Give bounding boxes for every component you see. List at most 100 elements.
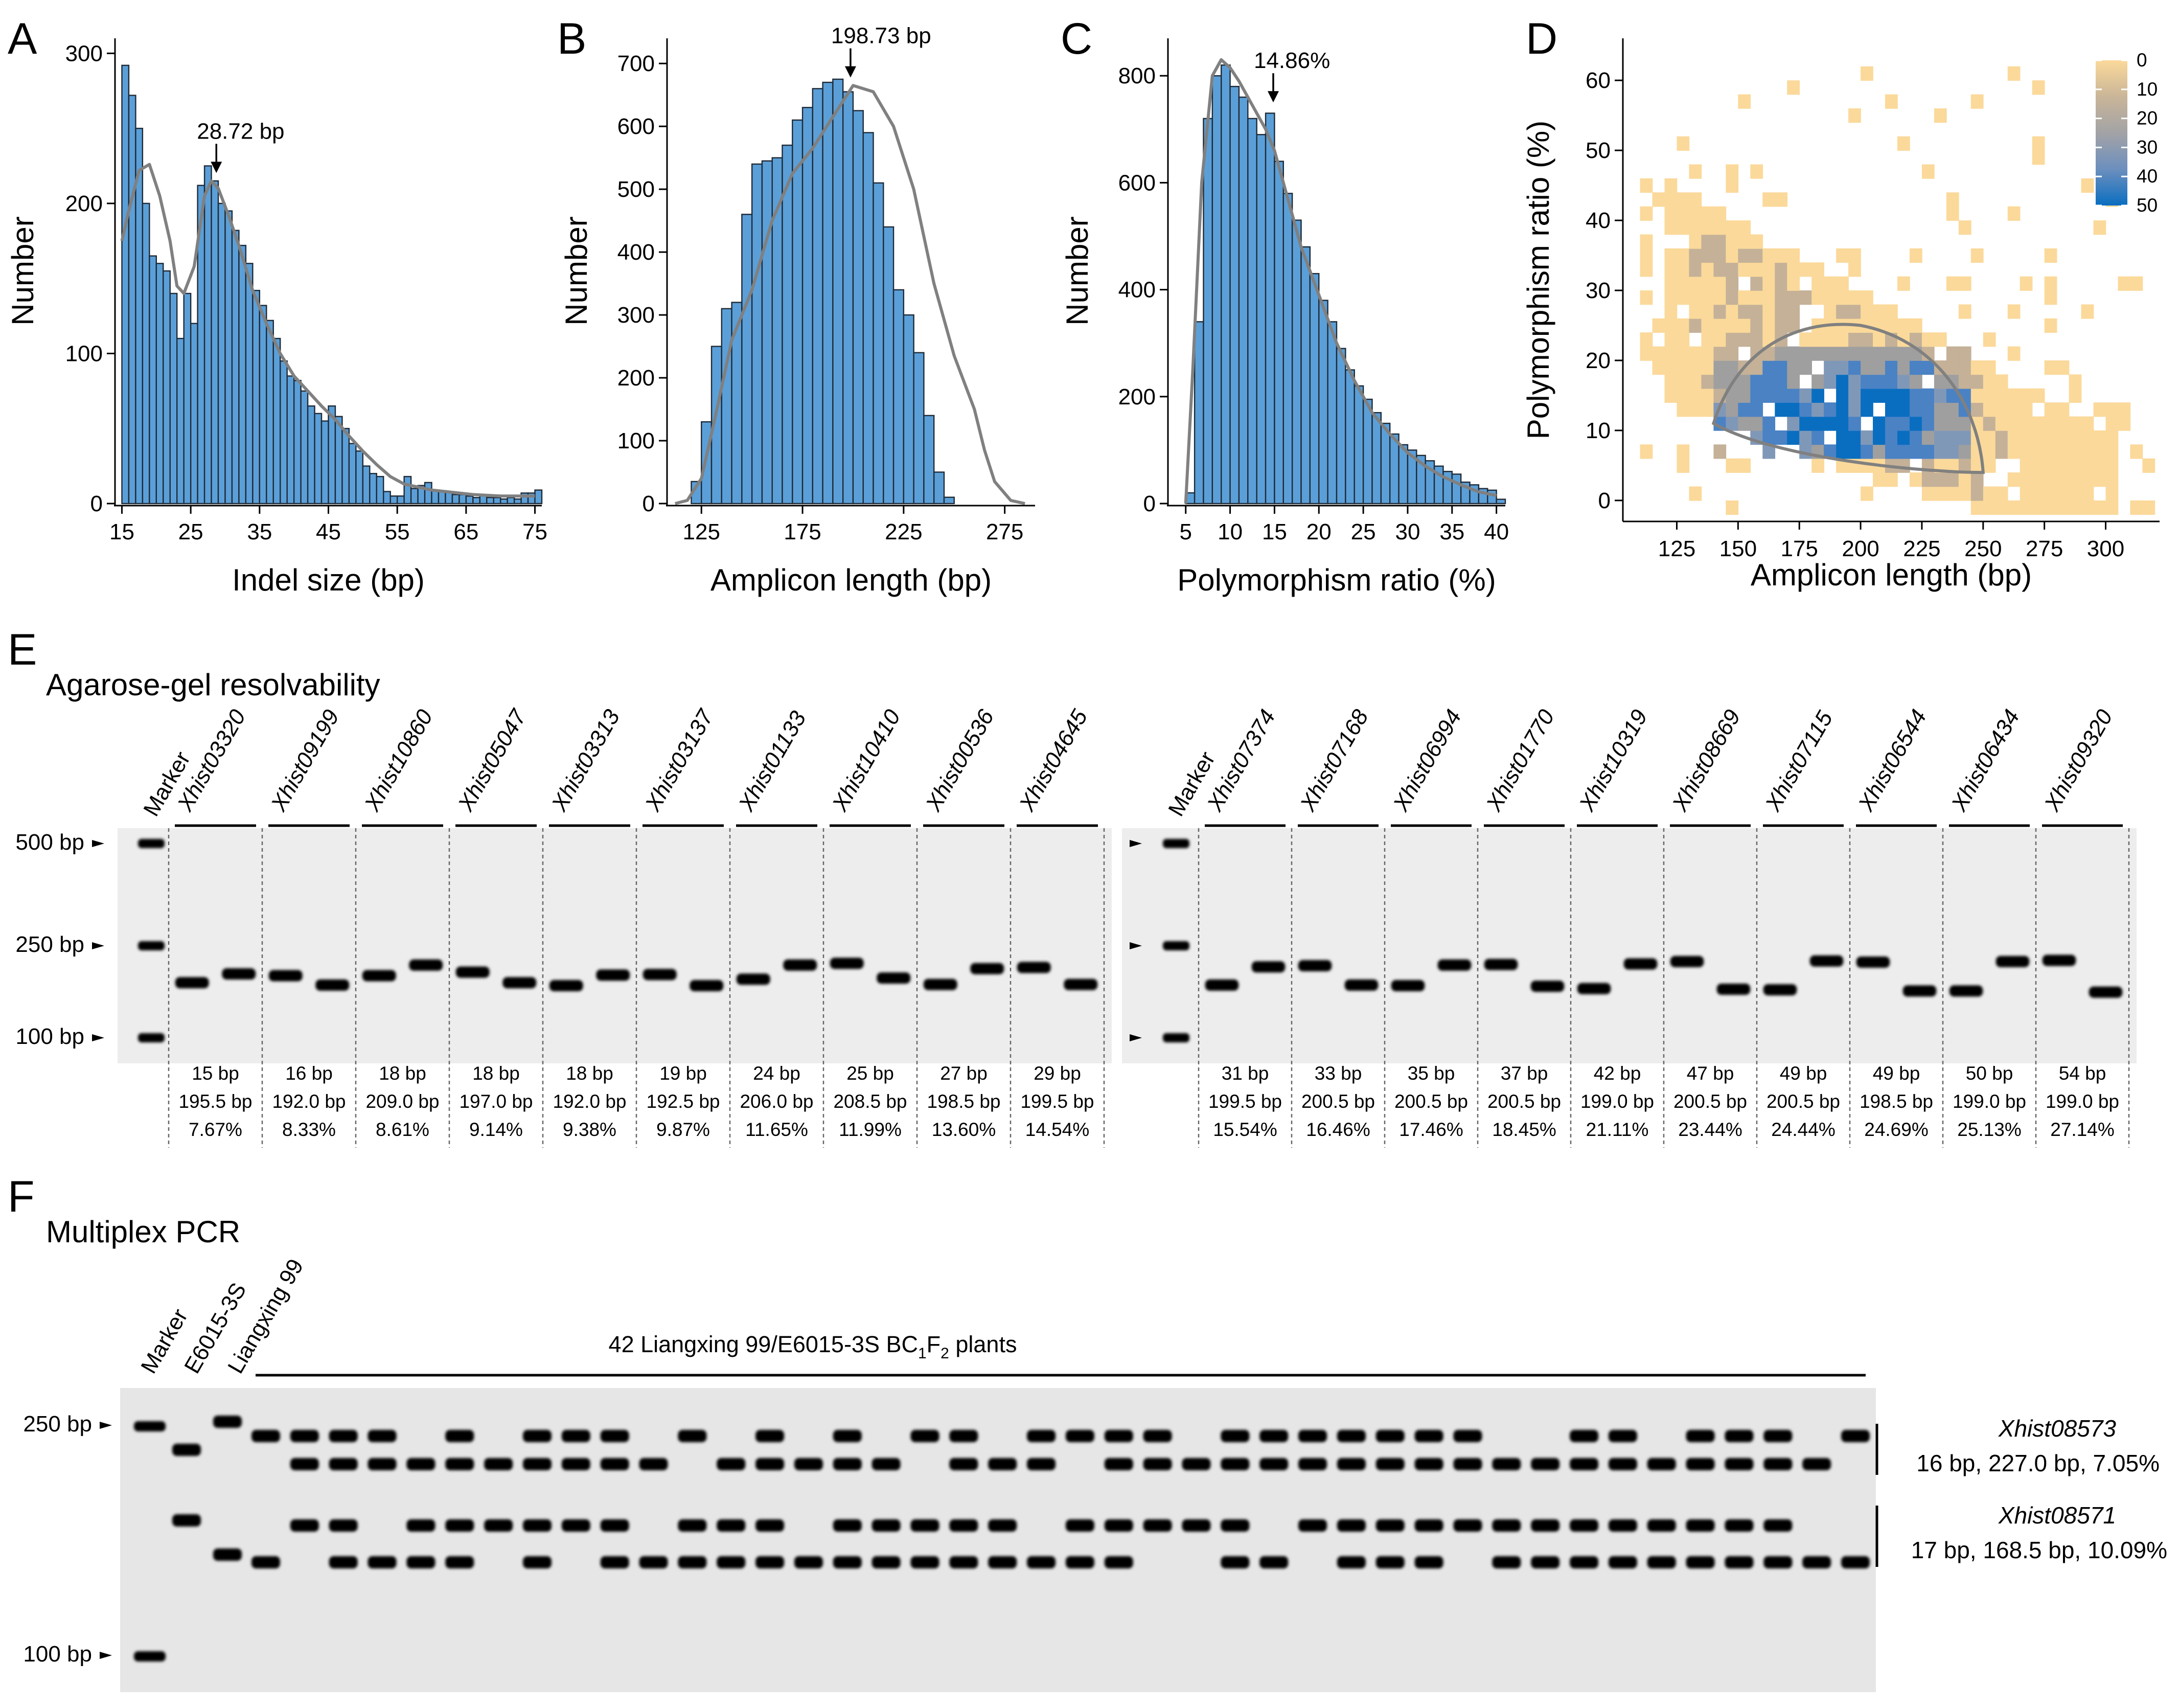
- heatmap-cell: [1775, 360, 1788, 375]
- gel-band: [1437, 959, 1472, 971]
- heatmap-cell: [1970, 374, 1984, 389]
- histogram-bar: [348, 443, 357, 505]
- heatmap-cell: [1775, 262, 1788, 277]
- heatmap-cell: [1738, 332, 1751, 347]
- y-tick-label: 60: [1586, 68, 1611, 93]
- heatmap-cell: [1934, 430, 1947, 445]
- size-arrow-icon: [92, 1034, 104, 1041]
- heatmap-cell: [2130, 444, 2143, 459]
- heatmap-cell: [1885, 402, 1898, 417]
- histogram-bar: [266, 320, 274, 505]
- histogram-bar: [943, 496, 955, 505]
- ladder-band: [1163, 1033, 1189, 1042]
- heatmap-cell: [2020, 388, 2033, 403]
- heatmap-cell: [1873, 360, 1886, 375]
- heatmap-cell: [2069, 444, 2082, 459]
- y-tick-label: 0: [643, 491, 655, 516]
- histogram-bar: [458, 494, 467, 505]
- size-label: 250 bp: [23, 1411, 92, 1437]
- histogram-bar: [320, 420, 329, 505]
- heatmap-cell: [1652, 318, 1665, 333]
- histogram-bar: [369, 473, 377, 505]
- indel-size-text: 18 bp: [472, 1063, 520, 1084]
- heatmap-cell: [1885, 94, 1898, 109]
- polymorphism-ratio-text: 18.45%: [1492, 1119, 1556, 1140]
- histogram-bar: [1451, 473, 1462, 505]
- polymorphism-ratio-text: 17.46%: [1399, 1119, 1463, 1140]
- heatmap-cell: [1921, 332, 1935, 347]
- heatmap-cell: [1897, 388, 1910, 403]
- x-tick-label: 125: [1658, 536, 1695, 561]
- heatmap-cell: [1848, 402, 1861, 417]
- heatmap-cell: [1873, 416, 1886, 431]
- heatmap-cell: [1652, 346, 1665, 361]
- heatmap-cell: [2081, 304, 2094, 319]
- heatmap-cell: [1970, 94, 1984, 109]
- heatmap-cell: [1848, 248, 1861, 263]
- heatmap-cell: [1983, 458, 1996, 473]
- gel-band: [678, 1556, 707, 1568]
- heatmap-cell: [2044, 486, 2057, 501]
- heatmap-cell: [1811, 332, 1824, 347]
- x-tick-label: 5: [1179, 519, 1191, 544]
- heatmap-cell: [1848, 360, 1861, 375]
- heatmap-cell: [1885, 360, 1898, 375]
- gel-band: [949, 1430, 978, 1442]
- heatmap-cell: [2007, 66, 2021, 81]
- heatmap-cell: [1995, 430, 2008, 445]
- gel-band: [502, 977, 537, 989]
- heatmap-cell: [1909, 402, 1922, 417]
- heatmap-cell: [1775, 374, 1788, 389]
- heatmap-cell: [1775, 402, 1788, 417]
- panel-letter-c: C: [1061, 14, 1092, 63]
- x-axis-title: Indel size (bp): [232, 563, 425, 597]
- polymorphism-ratio-text: 23.44%: [1678, 1119, 1742, 1140]
- heatmap-cell: [1836, 290, 1849, 305]
- x-axis-title: Amplicon length (bp): [710, 563, 992, 597]
- heatmap-cell: [1958, 416, 1971, 431]
- gel-band: [1531, 1458, 1560, 1470]
- heatmap-cell: [1983, 402, 1996, 417]
- gel-band: [1414, 1519, 1443, 1532]
- heatmap-cell: [1873, 472, 1886, 487]
- marker-name: Xhist10860: [359, 705, 438, 815]
- gel-band: [1375, 1430, 1405, 1442]
- heatmap-cell: [1861, 346, 1873, 361]
- y-axis-title: Polymorphism ratio (%): [1521, 121, 1555, 439]
- heatmap-cell: [2093, 220, 2106, 235]
- plants-label: 42 Liangxing 99/E6015-3S BC1F2 plants: [609, 1331, 1017, 1362]
- panel-f: F Multiplex PCR MarkerE6015-3SLiangxing …: [8, 1172, 2167, 1692]
- gel-band: [1104, 1430, 1133, 1442]
- heatmap-cell: [2105, 430, 2119, 445]
- histogram-bar: [486, 497, 494, 505]
- gel-band: [871, 1458, 901, 1470]
- heatmap-cell: [2032, 430, 2045, 445]
- gel-band: [1259, 1458, 1289, 1470]
- amplicon-length-text: 199.0 bp: [2046, 1091, 2119, 1112]
- heatmap-cell: [1640, 444, 1653, 459]
- size-label: 100 bp: [23, 1642, 92, 1667]
- heatmap-cell: [2007, 472, 2021, 487]
- histogram-bar: [822, 81, 834, 505]
- heatmap-cell: [2105, 472, 2119, 487]
- heatmap-cell: [1775, 304, 1788, 319]
- heatmap-cell: [1787, 374, 1800, 389]
- heatmap-cell: [1983, 360, 1996, 375]
- heatmap-cell: [1762, 416, 1776, 431]
- heatmap-cell: [1848, 290, 1861, 305]
- heatmap-cell: [1861, 402, 1873, 417]
- histogram-bar: [1389, 433, 1400, 505]
- marker-name: Xhist07168: [1295, 705, 1373, 815]
- marker1-name: Xhist08573: [1998, 1415, 2117, 1442]
- gel-band: [1251, 961, 1286, 973]
- histogram-bar: [513, 498, 522, 505]
- heatmap-cell: [1701, 234, 1714, 249]
- histogram-bar: [362, 465, 371, 505]
- gel-band: [222, 968, 256, 980]
- heatmap-cell: [1921, 472, 1935, 487]
- heatmap-cell: [1811, 388, 1824, 403]
- y-axis-title: Number: [1060, 216, 1094, 325]
- amplicon-length-text: 199.0 bp: [1953, 1091, 2026, 1112]
- gel-band: [600, 1458, 629, 1470]
- gel-band: [1104, 1458, 1133, 1470]
